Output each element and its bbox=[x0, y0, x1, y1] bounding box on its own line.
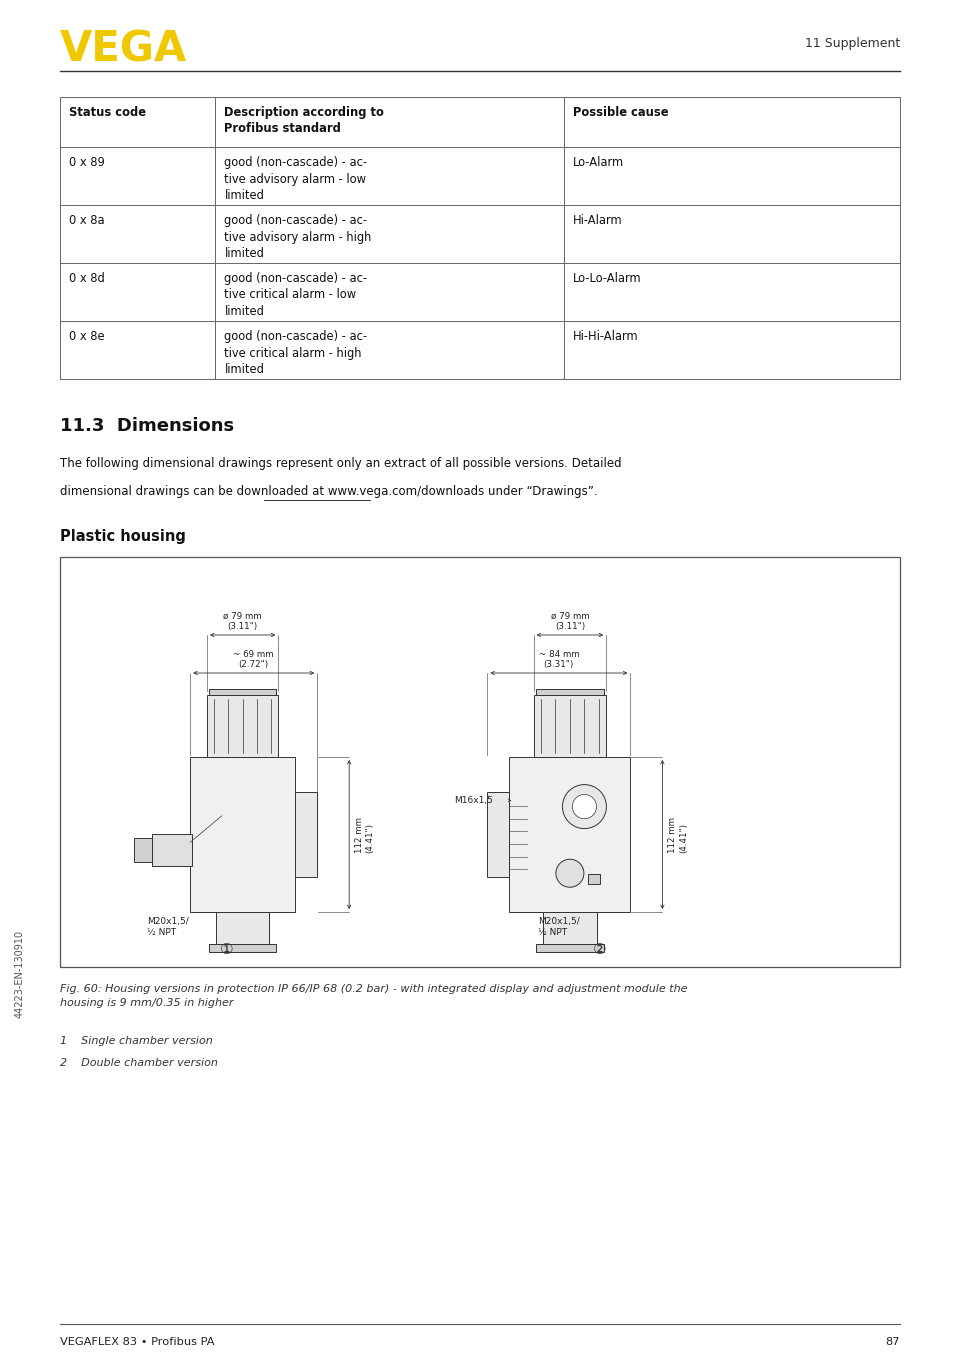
Bar bbox=[509, 757, 630, 913]
Bar bbox=[542, 913, 597, 944]
Text: good (non-cascade) - ac-
tive advisory alarm - low
limited: good (non-cascade) - ac- tive advisory a… bbox=[224, 156, 367, 202]
Bar bbox=[535, 689, 603, 695]
Text: 2    Double chamber version: 2 Double chamber version bbox=[60, 1057, 217, 1068]
Bar bbox=[209, 689, 276, 695]
Text: Fig. 60: Housing versions in protection IP 66/IP 68 (0.2 bar) - with integrated : Fig. 60: Housing versions in protection … bbox=[60, 984, 687, 1007]
Circle shape bbox=[562, 784, 606, 829]
Text: 11 Supplement: 11 Supplement bbox=[804, 37, 899, 50]
Text: 11.3  Dimensions: 11.3 Dimensions bbox=[60, 417, 233, 435]
Bar bbox=[60, 556, 899, 967]
Text: The following dimensional drawings represent only an extract of all possible ver: The following dimensional drawings repre… bbox=[60, 458, 621, 470]
Bar bbox=[294, 792, 316, 877]
Bar bbox=[536, 944, 603, 952]
Text: M16x1,5: M16x1,5 bbox=[454, 796, 493, 804]
Text: good (non-cascade) - ac-
tive critical alarm - low
limited: good (non-cascade) - ac- tive critical a… bbox=[224, 272, 367, 318]
Text: Hi-Alarm: Hi-Alarm bbox=[573, 214, 622, 227]
Text: 0 x 8e: 0 x 8e bbox=[69, 330, 105, 343]
Text: ø 79 mm
(3.11"): ø 79 mm (3.11") bbox=[550, 612, 589, 631]
Bar bbox=[587, 875, 599, 884]
Bar bbox=[207, 695, 278, 757]
Text: 87: 87 bbox=[884, 1336, 899, 1347]
Text: Plastic housing: Plastic housing bbox=[60, 529, 186, 544]
Text: Hi-Hi-Alarm: Hi-Hi-Alarm bbox=[573, 330, 638, 343]
Text: 0 x 8a: 0 x 8a bbox=[69, 214, 105, 227]
Text: Status code: Status code bbox=[69, 106, 146, 119]
Bar bbox=[487, 792, 509, 877]
Text: Possible cause: Possible cause bbox=[573, 106, 668, 119]
Circle shape bbox=[572, 795, 596, 819]
Text: Description according to
Profibus standard: Description according to Profibus standa… bbox=[224, 106, 384, 135]
Text: 112 mm
(4.41"): 112 mm (4.41") bbox=[668, 816, 687, 853]
Text: good (non-cascade) - ac-
tive advisory alarm - high
limited: good (non-cascade) - ac- tive advisory a… bbox=[224, 214, 372, 260]
Bar bbox=[210, 944, 275, 952]
Circle shape bbox=[556, 860, 583, 887]
Text: ~ 69 mm
(2.72"): ~ 69 mm (2.72") bbox=[233, 650, 274, 669]
Text: M20x1,5/
½ NPT: M20x1,5/ ½ NPT bbox=[537, 917, 578, 937]
Bar bbox=[152, 834, 192, 865]
Text: 0 x 8d: 0 x 8d bbox=[69, 272, 105, 284]
Text: Lo-Alarm: Lo-Alarm bbox=[573, 156, 623, 169]
Text: ①: ① bbox=[220, 942, 233, 957]
Bar bbox=[533, 695, 605, 757]
Text: 112 mm
(4.41"): 112 mm (4.41") bbox=[355, 816, 375, 853]
Bar bbox=[216, 913, 269, 944]
Text: Lo-Lo-Alarm: Lo-Lo-Alarm bbox=[573, 272, 641, 284]
Text: 1    Single chamber version: 1 Single chamber version bbox=[60, 1036, 213, 1047]
Text: 44223-EN-130910: 44223-EN-130910 bbox=[15, 930, 25, 1018]
Text: dimensional drawings can be downloaded at www.vega.com/downloads under “Drawings: dimensional drawings can be downloaded a… bbox=[60, 485, 597, 498]
Text: M20x1,5/
½ NPT: M20x1,5/ ½ NPT bbox=[147, 917, 189, 937]
Text: ②: ② bbox=[593, 942, 606, 957]
Text: 0 x 89: 0 x 89 bbox=[69, 156, 105, 169]
Text: VEGA: VEGA bbox=[60, 28, 187, 70]
Text: ~ 84 mm
(3.31"): ~ 84 mm (3.31") bbox=[537, 650, 578, 669]
Bar bbox=[190, 757, 294, 913]
Bar bbox=[134, 838, 152, 861]
Text: ø 79 mm
(3.11"): ø 79 mm (3.11") bbox=[223, 612, 262, 631]
Text: good (non-cascade) - ac-
tive critical alarm - high
limited: good (non-cascade) - ac- tive critical a… bbox=[224, 330, 367, 376]
Text: VEGAFLEX 83 • Profibus PA: VEGAFLEX 83 • Profibus PA bbox=[60, 1336, 214, 1347]
